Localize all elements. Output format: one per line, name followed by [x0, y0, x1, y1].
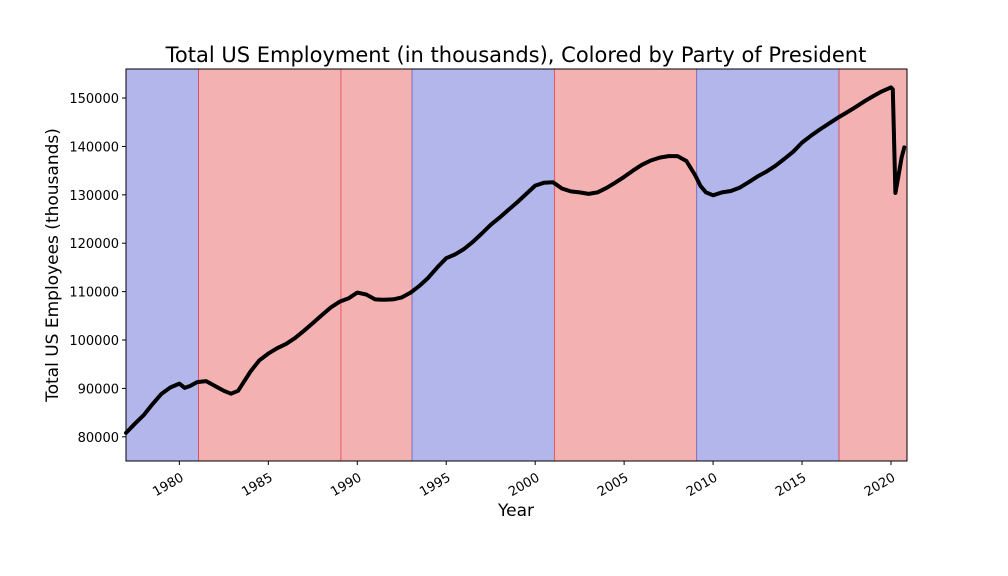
x-tick-label: 1990: [328, 470, 364, 500]
term-band-7: [838, 68, 908, 462]
term-band-1: [125, 68, 199, 462]
x-axis-ticks: 1980 1985 1990 1995 2000 2005 2010 2015 2020: [150, 461, 898, 500]
term-band-5: [553, 68, 698, 462]
party-bands: [125, 68, 908, 462]
x-tick-label: 2010: [684, 470, 720, 500]
employment-line: [124, 85, 907, 435]
y-axis-label: Total US Employees (thousands): [43, 128, 63, 403]
x-axis-label: Year: [497, 501, 534, 521]
y-tick-label: 140000: [69, 140, 119, 155]
term-band-3: [340, 68, 413, 462]
term-band-2: [198, 68, 342, 462]
x-tick-label: 1985: [239, 470, 275, 500]
y-tick-label: 90000: [78, 382, 119, 397]
y-tick-label: 100000: [69, 334, 119, 349]
x-tick-label: 2005: [595, 470, 631, 500]
y-tick-label: 110000: [69, 286, 119, 301]
plot-frame: [125, 68, 908, 462]
x-tick-label: 2015: [773, 470, 809, 500]
term-band-6: [696, 68, 840, 462]
y-tick-label: 150000: [69, 92, 119, 107]
term-band-4: [411, 68, 555, 462]
y-tick-label: 80000: [78, 431, 119, 446]
chart-title: Total US Employment (in thousands), Colo…: [165, 43, 867, 67]
x-tick-label: 1995: [417, 470, 453, 500]
y-axis-ticks: 80000 90000 100000 110000 120000 130000 140000…: [69, 92, 126, 446]
x-tick-label: 1980: [150, 470, 186, 500]
y-tick-label: 120000: [69, 237, 119, 252]
x-tick-label: 2000: [506, 470, 542, 500]
x-tick-label: 2020: [862, 470, 898, 500]
y-tick-label: 130000: [69, 189, 119, 204]
